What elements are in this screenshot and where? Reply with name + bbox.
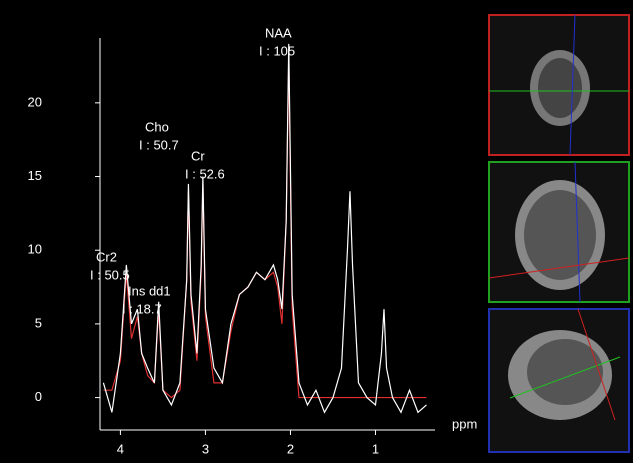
y-tick-label: 20 xyxy=(28,94,42,109)
x-tick-label: 2 xyxy=(287,441,294,456)
peak-name: Cr xyxy=(191,148,205,163)
y-tick-label: 5 xyxy=(35,315,42,330)
y-tick-label: 0 xyxy=(35,389,42,404)
peak-name: NAA xyxy=(265,25,292,40)
mri-sagittal xyxy=(489,309,629,452)
peak-integral: I : 50.5 xyxy=(90,267,130,282)
chart: 0 5 10 15 20 4 3 2 1 ppm NAA I : 105 Cho I : 50.7 Cr I … xyxy=(0,0,633,463)
x-tick-label: 1 xyxy=(372,441,379,456)
x-tick-label: 4 xyxy=(117,441,124,456)
peak-name: Cr2 xyxy=(96,249,117,264)
peak-name: Cho xyxy=(145,119,169,134)
x-axis-label: ppm xyxy=(452,416,477,431)
y-tick-label: 10 xyxy=(28,242,42,257)
y-tick-label: 15 xyxy=(28,168,42,183)
peak-integral: I : 18.7 xyxy=(122,301,162,316)
mri-axial xyxy=(489,15,629,155)
page: 0 5 10 15 20 4 3 2 1 ppm NAA I : 105 Cho I : 50.7 Cr I … xyxy=(0,0,633,463)
mri-coronal xyxy=(489,162,629,302)
peak-integral: I : 50.7 xyxy=(139,137,179,152)
peak-name: Ins dd1 xyxy=(128,283,171,298)
x-tick-label: 3 xyxy=(202,441,209,456)
peak-integral: I : 105 xyxy=(259,43,295,58)
peak-integral: I : 52.6 xyxy=(185,166,225,181)
